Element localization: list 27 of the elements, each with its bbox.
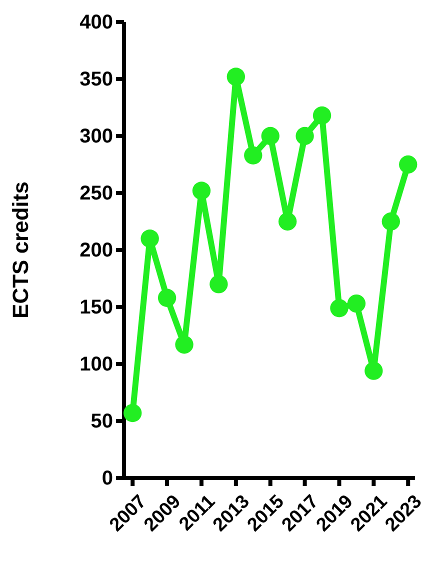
y-tick-label: 400 [80, 11, 113, 34]
y-tick-label: 100 [80, 353, 113, 376]
point [210, 275, 228, 294]
point [192, 182, 211, 200]
point [347, 294, 366, 313]
point [244, 146, 262, 164]
y-tick-label: 150 [80, 296, 113, 318]
y-tick-label: 50 [90, 410, 113, 432]
point [382, 212, 400, 231]
point [226, 68, 246, 86]
point [175, 336, 194, 354]
point [399, 155, 418, 174]
point [364, 362, 383, 380]
y-tick-label: 200 [80, 239, 113, 262]
y-tick-label: 300 [80, 125, 113, 148]
point [261, 126, 280, 146]
point [330, 299, 348, 318]
y-tick-label: 250 [80, 182, 113, 204]
y-tick-label: 350 [80, 68, 113, 90]
y-axis-title: ECTS credits [8, 182, 33, 318]
point [158, 288, 176, 307]
point [296, 126, 314, 146]
point [312, 106, 332, 125]
point [140, 230, 159, 248]
y-tick-label: 0 [102, 467, 113, 490]
point [124, 404, 142, 422]
point [278, 212, 297, 231]
